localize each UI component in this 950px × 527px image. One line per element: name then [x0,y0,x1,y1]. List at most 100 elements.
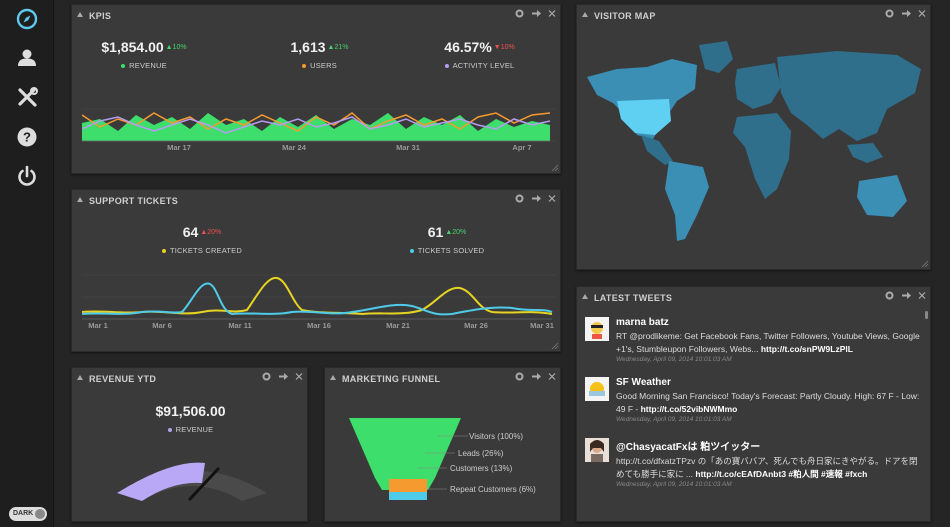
map-central-america [641,135,673,165]
panel-title: VISITOR MAP [594,11,656,21]
arrow-right-icon[interactable] [901,291,911,300]
tweet-link[interactable]: http://t.co/snPW9LzPlL [760,343,853,354]
settings-gear-icon[interactable] [885,291,894,300]
close-icon[interactable] [295,372,303,381]
revenue-gauge [117,462,267,501]
revenue-ytd-panel: REVENUE YTD $91,506.00 REVENUE [71,367,308,522]
resize-grip-icon[interactable] [551,342,558,349]
x-tick: Mar 11 [228,321,251,330]
sidebar: ? DARK [0,0,54,527]
power-icon[interactable] [14,163,40,189]
kpi-value: 46.57% [444,39,492,55]
settings-gear-icon[interactable] [515,194,524,203]
kpi-tickets-created: 64 ▲20% TICKETS CREATED [152,224,252,255]
kpi-value: $91,506.00 [155,403,226,419]
marketing-funnel-panel: MARKETING FUNNEL Visitors (100%) Leads (… [324,367,561,522]
close-icon[interactable] [918,291,926,300]
tweet-author[interactable]: @ChasyacatFxは 粕ツイッター [616,442,761,453]
settings-gear-icon[interactable] [515,9,524,18]
support-tickets-panel: SUPPORT TICKETS 64 ▲20% TICKETS CREATED 6… [71,189,561,352]
tweet-author[interactable]: SF Weather [616,377,671,388]
panel-header: VISITOR MAP [577,5,930,27]
dark-mode-toggle[interactable]: DARK [9,507,47,521]
legend-dot [121,64,126,69]
legend-dot [167,428,172,433]
tweet-author[interactable]: marna batz [616,317,669,328]
map-greenland [699,41,733,73]
collapse-caret-icon[interactable] [582,294,588,299]
kpi-delta: ▲21% [327,44,349,52]
map-asia [777,51,921,141]
tools-icon[interactable] [14,85,40,111]
collapse-caret-icon[interactable] [77,375,83,380]
kpis-panel: KPIS $1,854.00 ▲10% REVENUE 1,613 ▲21% USE… [71,4,561,174]
funnel-stage-repeat [389,492,427,500]
x-tick: Mar 21 [386,321,410,330]
tweet-item: marna batz RT @prodlikeme: Get Facebook … [585,317,920,363]
collapse-caret-icon[interactable] [77,197,83,202]
panel-header: REVENUE YTD [72,368,307,390]
x-tick: Mar 6 [152,321,172,330]
gauge-needle [188,467,220,501]
settings-gear-icon[interactable] [262,372,271,381]
resize-grip-icon[interactable] [921,260,928,267]
close-icon[interactable] [918,9,926,18]
kpi-value: 1,613 [290,39,326,55]
collapse-caret-icon[interactable] [77,12,83,17]
x-tick: Mar 1 [88,321,108,330]
arrow-right-icon[interactable] [531,194,541,203]
svg-text:?: ? [23,130,31,145]
settings-gear-icon[interactable] [885,9,894,18]
kpi-value: $1,854.00 [101,39,164,55]
kpi-delta: ▲10% [165,44,187,52]
kpi-value: 64 [182,224,199,240]
kpi-value: 61 [427,224,444,240]
map-north-america [587,59,697,139]
tweet-timestamp: Wednesday, April 09, 2014 10:01:03 AM [616,416,732,423]
compass-icon[interactable] [14,6,40,32]
tweet-text: http://t.co/dfxatzTPzv の「あの寶ババア、死んでも舟日家に… [616,456,918,479]
close-icon[interactable] [548,9,556,18]
help-icon[interactable]: ? [14,124,40,150]
world-map[interactable] [577,29,931,269]
funnel-label-repeat: Repeat Customers (6%) [450,485,536,494]
tweet-item: SF Weather Good Morning San Francisco! T… [585,377,920,423]
kpi-label: REVENUE [129,61,167,70]
funnel-label-visitors: Visitors (100%) [469,432,523,441]
arrow-right-icon[interactable] [278,372,288,381]
panel-title: LATEST TWEETS [594,293,673,303]
map-southeast-asia [847,143,883,163]
kpi-label: TICKETS SOLVED [417,246,485,255]
kpi-delta: ▲20% [200,229,222,237]
kpi-label: REVENUE [175,425,214,434]
arrow-right-icon[interactable] [901,9,911,18]
legend-dot [444,64,449,69]
gauge-fill [117,462,205,501]
user-icon[interactable] [14,45,40,71]
arrow-right-icon[interactable] [531,372,541,381]
x-tick: Mar 17 [167,143,191,152]
collapse-caret-icon[interactable] [582,12,588,17]
scrollbar[interactable] [925,311,928,319]
x-tick: Mar 31 [530,321,554,330]
kpi-label: TICKETS CREATED [169,246,243,255]
avatar [585,317,609,341]
arrow-right-icon[interactable] [531,9,541,18]
tweet-link[interactable]: http://t.co/cEAfDAnbt3 #粕人間 #速報 #fxch [695,468,868,479]
funnel-stage-customers [389,479,427,492]
map-south-america [665,161,709,241]
close-icon[interactable] [548,194,556,203]
activity-line [82,116,551,134]
kpi-users: 1,613 ▲21% USERS [272,39,367,70]
tweet-timestamp: Wednesday, April 09, 2014 10:01:03 AM [616,356,732,363]
resize-grip-icon[interactable] [551,164,558,171]
tweet-link[interactable]: http://t.co/52vibNWMmo [640,403,738,414]
panel-header: KPIS [72,5,560,27]
map-europe [735,63,781,109]
collapse-caret-icon[interactable] [330,375,336,380]
settings-gear-icon[interactable] [515,372,524,381]
close-icon[interactable] [548,372,556,381]
kpi-activity: 46.57% ▼10% ACTIVITY LEVEL [427,39,532,70]
panel-title: KPIS [89,11,112,21]
x-tick: Mar 31 [396,143,420,152]
